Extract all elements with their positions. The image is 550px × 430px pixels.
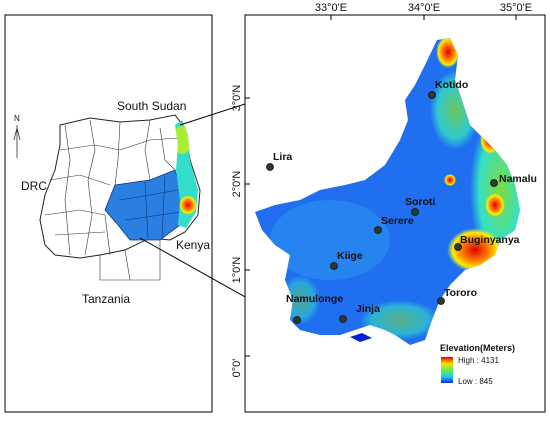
legend-low: Low : 845 <box>458 377 493 386</box>
town-label: Tororo <box>444 287 477 299</box>
town-label: Kiige <box>337 250 363 262</box>
town-label: Serere <box>381 215 414 227</box>
town-marker <box>339 315 347 323</box>
study-area-inset <box>104 169 186 241</box>
town-marker <box>411 208 419 216</box>
town-label: Jinja <box>356 303 380 315</box>
town-label: Namalu <box>499 173 537 185</box>
town-label: Kotido <box>435 79 468 91</box>
north-label: N <box>14 114 20 123</box>
latitude-label: 0°0' <box>231 359 243 378</box>
country-label: South Sudan <box>117 99 186 113</box>
graticule-ticks <box>245 15 517 357</box>
legend: Elevation(Meters) High : 4131 Low : 845 <box>440 343 515 386</box>
town-marker <box>266 163 274 171</box>
town-marker <box>293 316 301 324</box>
latitude-label: 3°0'N <box>231 85 243 112</box>
longitude-label: 35°0'E <box>500 2 532 14</box>
country-label: Kenya <box>176 238 210 252</box>
town-marker <box>490 179 498 187</box>
town-marker <box>454 243 462 251</box>
study-districts <box>119 175 183 239</box>
country-label: Tanzania <box>82 292 130 306</box>
town-marker <box>330 262 338 270</box>
town-marker <box>428 91 436 99</box>
towns: Kotido Lira Namalu Soroti Serere Buginya… <box>266 79 537 324</box>
town-label: Soroti <box>405 196 435 208</box>
district-lines <box>44 119 179 281</box>
latitude-label: 2°0'N <box>231 171 243 198</box>
longitude-label: 34°0'E <box>408 2 440 14</box>
north-arrow: N <box>13 114 21 158</box>
legend-high: High : 4131 <box>458 356 499 365</box>
longitude-label: 33°0'E <box>315 2 347 14</box>
latitude-label: 1°0'N <box>231 257 243 284</box>
lake <box>350 333 372 342</box>
legend-title: Elevation(Meters) <box>440 343 515 353</box>
town-label: Buginyanya <box>460 234 520 246</box>
country-label: DRC <box>21 179 47 193</box>
town-label: Namulonge <box>286 293 343 305</box>
town-marker <box>437 297 445 305</box>
legend-colorbar <box>441 357 453 383</box>
town-label: Lira <box>273 151 292 163</box>
town-marker <box>374 226 382 234</box>
